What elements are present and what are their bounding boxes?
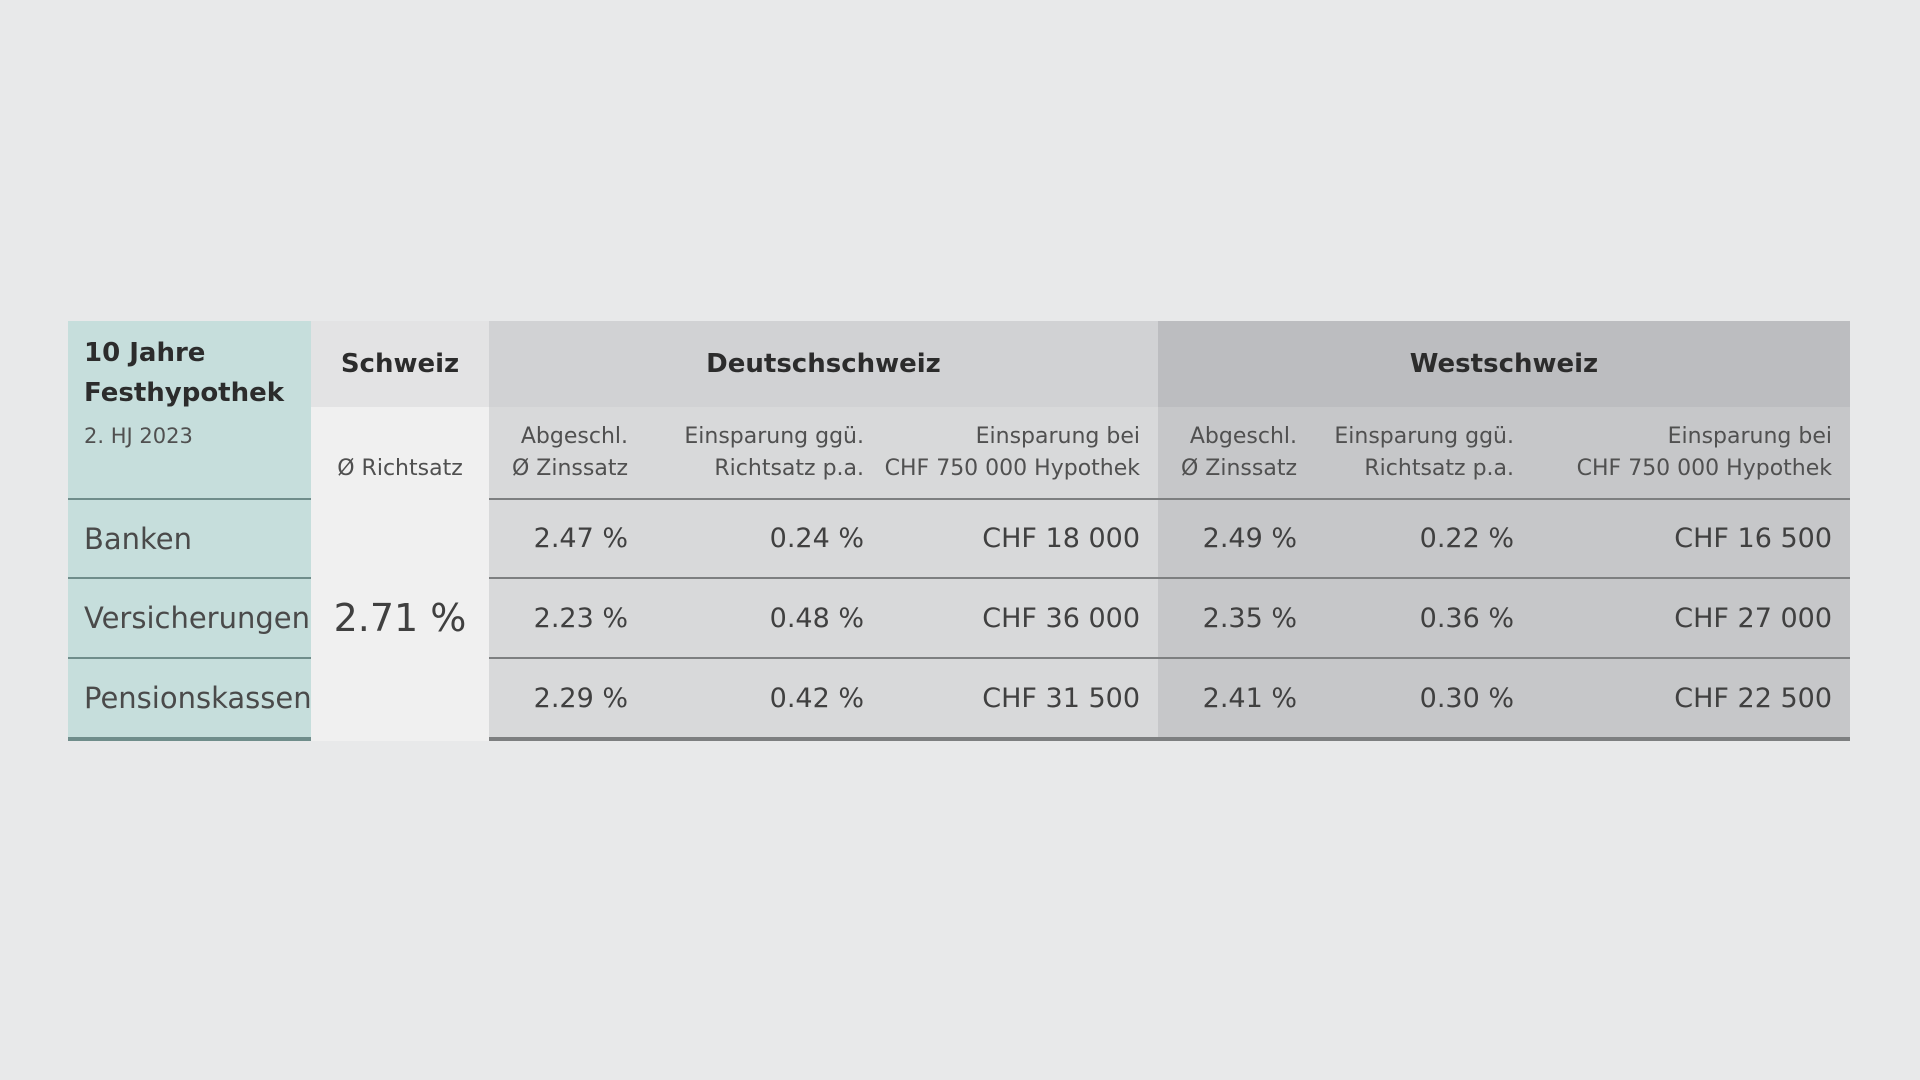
- richtsatz-value: 2.71 %: [311, 498, 489, 737]
- row-label-pensionskassen: Pensionskassen: [68, 657, 312, 737]
- table-cell: 2.23 %: [489, 577, 646, 657]
- group-header-schweiz: Schweiz: [311, 321, 489, 407]
- row-label-versicherungen: Versicherungen: [68, 577, 311, 657]
- column-header-de-zinssatz: Abgeschl. Ø Zinssatz: [489, 407, 646, 498]
- table-cell: 0.48 %: [646, 577, 882, 657]
- table-cell: 0.36 %: [1315, 577, 1532, 657]
- bottom-rule: [489, 737, 1850, 741]
- column-header-richtsatz: Ø Richtsatz: [311, 407, 489, 498]
- table-cell: 0.30 %: [1315, 657, 1532, 737]
- table-cell: 0.42 %: [646, 657, 882, 737]
- table-cell: CHF 27 000: [1532, 577, 1850, 657]
- table-cell: 2.29 %: [489, 657, 646, 737]
- table-cell: 0.22 %: [1315, 498, 1532, 577]
- table-cell: 2.35 %: [1158, 577, 1315, 657]
- mortgage-rate-table: 10 Jahre Festhypothek Schweiz Deutschsch…: [68, 321, 1850, 741]
- table-cell: 0.24 %: [646, 498, 882, 577]
- table-cell: 2.47 %: [489, 498, 646, 577]
- column-header-we-zinssatz: Abgeschl. Ø Zinssatz: [1158, 407, 1315, 498]
- group-header-westschweiz: Westschweiz: [1158, 321, 1850, 407]
- table-cell: CHF 16 500: [1532, 498, 1850, 577]
- table-cell: CHF 18 000: [882, 498, 1158, 577]
- table-cell: 2.49 %: [1158, 498, 1315, 577]
- row-label-banken: Banken: [68, 498, 311, 577]
- column-header-we-einsparung-chf: Einsparung bei CHF 750 000 Hypothek: [1532, 407, 1850, 498]
- group-header-deutschschweiz: Deutschschweiz: [489, 321, 1158, 407]
- table-cell: 2.41 %: [1158, 657, 1315, 737]
- table-cell: CHF 22 500: [1532, 657, 1850, 737]
- bottom-rule: [68, 737, 311, 741]
- column-header-de-einsparung-pa: Einsparung ggü. Richtsatz p.a.: [646, 407, 882, 498]
- bottom-rule: [311, 737, 489, 741]
- table-cell: CHF 36 000: [882, 577, 1158, 657]
- table-cell: CHF 31 500: [882, 657, 1158, 737]
- column-header-we-einsparung-pa: Einsparung ggü. Richtsatz p.a.: [1315, 407, 1532, 498]
- table-subtitle: 2. HJ 2023: [68, 407, 311, 498]
- table-title: 10 Jahre Festhypothek: [68, 321, 311, 408]
- column-header-de-einsparung-chf: Einsparung bei CHF 750 000 Hypothek: [882, 407, 1158, 498]
